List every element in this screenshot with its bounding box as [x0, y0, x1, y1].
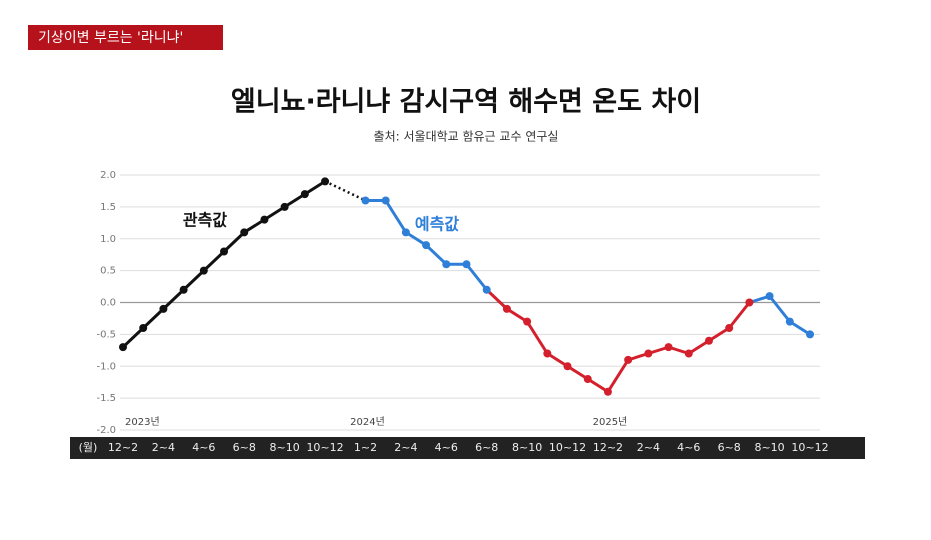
- forecast-point: [806, 330, 814, 339]
- x-tick-label: 2~4: [637, 441, 660, 454]
- observed-point: [119, 343, 127, 352]
- observed-point: [179, 285, 188, 294]
- forecast-point: [442, 260, 451, 269]
- y-tick-label: -1.0: [96, 361, 116, 372]
- y-tick-label: 1.0: [100, 234, 116, 245]
- x-tick-label: 8~10: [512, 441, 542, 454]
- y-tick-label: -1.5: [96, 393, 116, 404]
- x-tick-label: 2~4: [152, 441, 175, 454]
- x-tick-label: 8~10: [754, 441, 784, 454]
- y-tick-label: 2.0: [100, 170, 116, 181]
- legend-forecast: 예측값: [415, 215, 459, 234]
- forecast-segment: [525, 320, 549, 355]
- forecast-segment: [768, 294, 792, 324]
- forecast-point: [664, 343, 673, 352]
- observed-point: [321, 177, 330, 186]
- forecast-point: [422, 241, 431, 250]
- x-tick-label: 12~2: [108, 441, 138, 454]
- forecast-point: [583, 375, 592, 383]
- x-tick-label: 10~12: [549, 441, 586, 454]
- forecast-segment: [606, 358, 630, 394]
- forecast-point: [704, 336, 713, 345]
- x-tick-label: 6~8: [233, 441, 256, 454]
- x-tick-label: 4~6: [677, 441, 700, 454]
- forecast-point: [563, 362, 572, 371]
- forecast-point: [603, 387, 612, 396]
- forecast-point: [644, 349, 653, 358]
- observed-point: [240, 228, 249, 237]
- forecast-point: [785, 317, 794, 326]
- forecast-point: [765, 292, 774, 301]
- x-tick-label: 1~2: [354, 441, 377, 454]
- y-tick-label: -0.5: [96, 329, 116, 340]
- forecast-point: [725, 324, 734, 332]
- year-label: 2024년: [350, 416, 385, 428]
- forecast-point: [361, 196, 370, 205]
- forecast-point: [381, 196, 390, 205]
- forecast-segment: [424, 243, 448, 266]
- forecast-segment: [727, 301, 751, 330]
- x-tick-label: 4~6: [192, 441, 215, 454]
- gap-connector: [324, 180, 367, 202]
- y-tick-label: 1.5: [100, 202, 116, 213]
- observed-point: [300, 190, 309, 199]
- forecast-point: [482, 285, 491, 294]
- observed-line: [121, 180, 326, 349]
- observed-point: [159, 304, 168, 313]
- forecast-point: [684, 349, 693, 358]
- x-tick-label: 10~12: [306, 441, 343, 454]
- x-unit: (월): [79, 441, 98, 454]
- forecast-point: [543, 349, 552, 358]
- year-label: 2023년: [125, 416, 160, 428]
- forecast-point: [523, 317, 532, 326]
- year-label: 2025년: [593, 416, 628, 428]
- observed-point: [260, 215, 269, 224]
- x-axis-bar: [70, 437, 865, 459]
- forecast-point: [462, 260, 471, 269]
- x-tick-label: 2~4: [394, 441, 417, 454]
- forecast-point: [745, 298, 754, 307]
- forecast-point: [502, 304, 511, 313]
- forecast-point: [624, 355, 633, 364]
- x-tick-label: 8~10: [270, 441, 300, 454]
- y-tick-label: -2.0: [96, 425, 116, 436]
- chart-subtitle: 출처: 서울대학교 함유근 교수 연구실: [374, 130, 559, 144]
- x-tick-label: 6~8: [718, 441, 741, 454]
- y-tick-label: 0.0: [100, 298, 116, 309]
- forecast-segment: [485, 288, 509, 311]
- x-tick-label: 6~8: [475, 441, 498, 454]
- x-tick-label: 4~6: [435, 441, 458, 454]
- forecast-segment: [465, 262, 489, 292]
- observed-point: [280, 202, 289, 211]
- y-tick-label: 0.5: [100, 266, 116, 277]
- observed-point: [139, 324, 148, 332]
- banner-box: [28, 25, 223, 50]
- legend-observed: 관측값: [183, 211, 227, 230]
- x-tick-label: 12~2: [593, 441, 623, 454]
- banner-text: 기상이변 부르는 '라니냐': [38, 30, 183, 46]
- x-tick-label: 10~12: [791, 441, 828, 454]
- forecast-point: [401, 228, 410, 237]
- observed-point: [199, 266, 208, 275]
- forecast-segment: [384, 199, 408, 234]
- chart-title: 엘니뇨·라니냐 감시구역 해수면 온도 차이: [231, 87, 701, 118]
- observed-point: [220, 247, 229, 256]
